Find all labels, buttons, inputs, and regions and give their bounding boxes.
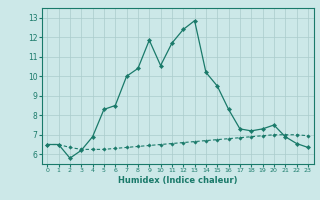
X-axis label: Humidex (Indice chaleur): Humidex (Indice chaleur) bbox=[118, 176, 237, 185]
